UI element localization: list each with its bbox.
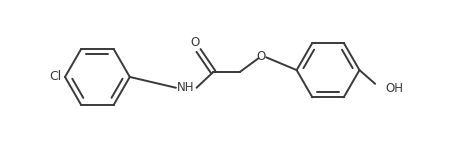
Text: OH: OH (385, 82, 403, 95)
Text: NH: NH (177, 81, 194, 94)
Text: O: O (190, 36, 199, 49)
Text: O: O (256, 50, 266, 63)
Text: Cl: Cl (49, 70, 61, 83)
